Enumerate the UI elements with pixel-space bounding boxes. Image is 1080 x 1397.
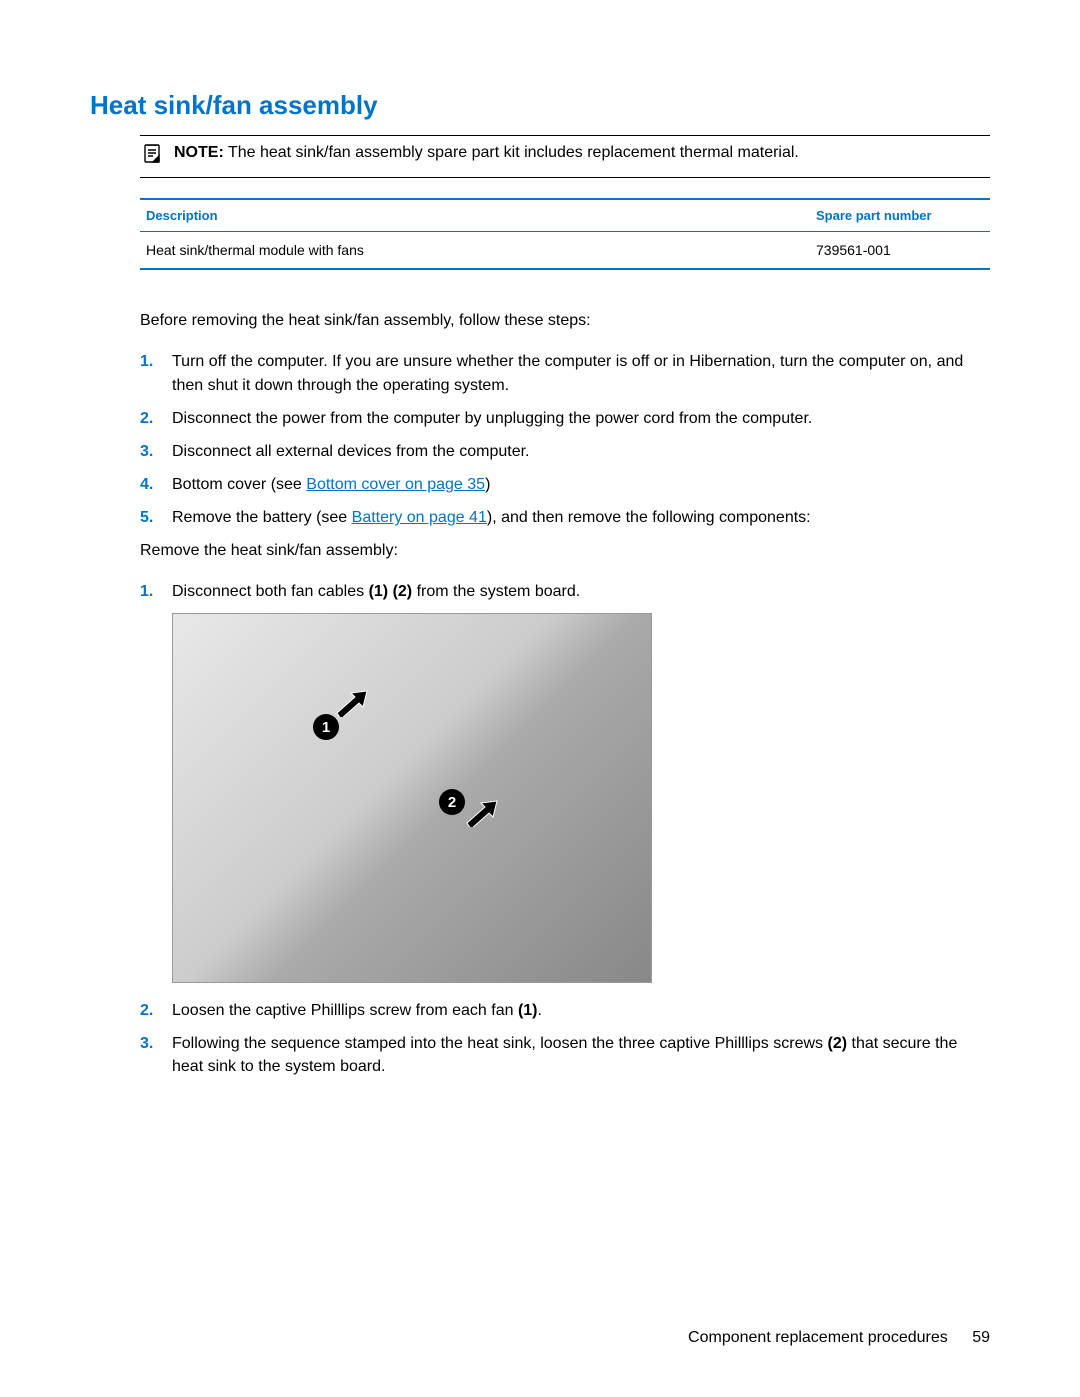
step-text: Turn off the computer. If you are unsure… (172, 350, 990, 396)
battery-link[interactable]: Battery on page 41 (352, 509, 487, 526)
table-row: Heat sink/thermal module with fans 73956… (140, 232, 990, 270)
callout-1: 1 (313, 714, 339, 740)
step-number: 3. (140, 440, 172, 463)
step-prefix: Bottom cover (see (172, 476, 306, 493)
step-number: 1. (140, 350, 172, 396)
step-suffix: ) (485, 476, 490, 493)
step-text: Disconnect the power from the computer b… (172, 407, 990, 430)
step-text: Following the sequence stamped into the … (172, 1032, 990, 1078)
step-number: 2. (140, 407, 172, 430)
prep-step-3: 3. Disconnect all external devices from … (140, 440, 990, 463)
note-block: NOTE: The heat sink/fan assembly spare p… (140, 135, 990, 178)
step-text: Remove the battery (see Battery on page … (172, 506, 990, 529)
step-number: 4. (140, 473, 172, 496)
step-bold: (1) (2) (369, 583, 413, 600)
table-header-num: Spare part number (810, 199, 990, 232)
arrow-icon (463, 799, 499, 827)
step-suffix: ), and then remove the following compone… (487, 509, 811, 526)
remove-step-3: 3. Following the sequence stamped into t… (140, 1032, 990, 1078)
note-text: NOTE: The heat sink/fan assembly spare p… (174, 142, 799, 164)
page-heading: Heat sink/fan assembly (90, 90, 990, 121)
callout-2: 2 (439, 789, 465, 815)
page-number: 59 (972, 1329, 990, 1346)
step-text: Bottom cover (see Bottom cover on page 3… (172, 473, 990, 496)
remove-step-1: 1. Disconnect both fan cables (1) (2) fr… (140, 580, 990, 603)
step-suffix: from the system board. (412, 583, 580, 600)
prep-step-4: 4. Bottom cover (see Bottom cover on pag… (140, 473, 990, 496)
footer-section: Component replacement procedures (688, 1329, 948, 1346)
step-bold: (2) (827, 1035, 847, 1052)
prep-step-1: 1. Turn off the computer. If you are uns… (140, 350, 990, 396)
prep-step-5: 5. Remove the battery (see Battery on pa… (140, 506, 990, 529)
prep-steps: 1. Turn off the computer. If you are uns… (140, 350, 990, 529)
step-prefix: Loosen the captive Philllips screw from … (172, 1002, 518, 1019)
remove-steps-cont: 2. Loosen the captive Philllips screw fr… (140, 999, 990, 1079)
page-footer: Component replacement procedures 59 (688, 1329, 990, 1347)
step-prefix: Following the sequence stamped into the … (172, 1035, 827, 1052)
table-cell-desc: Heat sink/thermal module with fans (140, 232, 810, 270)
parts-table: Description Spare part number Heat sink/… (140, 198, 990, 270)
prep-intro: Before removing the heat sink/fan assemb… (140, 310, 990, 332)
step-bold: (1) (518, 1002, 538, 1019)
step-suffix: . (538, 1002, 542, 1019)
step-number: 2. (140, 999, 172, 1022)
bottom-cover-link[interactable]: Bottom cover on page 35 (306, 476, 485, 493)
remove-intro: Remove the heat sink/fan assembly: (140, 540, 990, 562)
note-label: NOTE: (174, 144, 224, 161)
step-prefix: Disconnect both fan cables (172, 583, 369, 600)
table-header-desc: Description (140, 199, 810, 232)
heatsink-figure: 1 2 (172, 613, 652, 983)
step-text: Disconnect all external devices from the… (172, 440, 990, 463)
note-body: The heat sink/fan assembly spare part ki… (228, 144, 799, 161)
note-icon (140, 142, 164, 171)
step-text: Loosen the captive Philllips screw from … (172, 999, 990, 1022)
step-text: Disconnect both fan cables (1) (2) from … (172, 580, 990, 603)
step-number: 5. (140, 506, 172, 529)
prep-step-2: 2. Disconnect the power from the compute… (140, 407, 990, 430)
step-number: 3. (140, 1032, 172, 1078)
remove-step-2: 2. Loosen the captive Philllips screw fr… (140, 999, 990, 1022)
step-prefix: Remove the battery (see (172, 509, 352, 526)
remove-steps: 1. Disconnect both fan cables (1) (2) fr… (140, 580, 990, 603)
arrow-icon (333, 689, 369, 717)
step-number: 1. (140, 580, 172, 603)
table-cell-num: 739561-001 (810, 232, 990, 270)
